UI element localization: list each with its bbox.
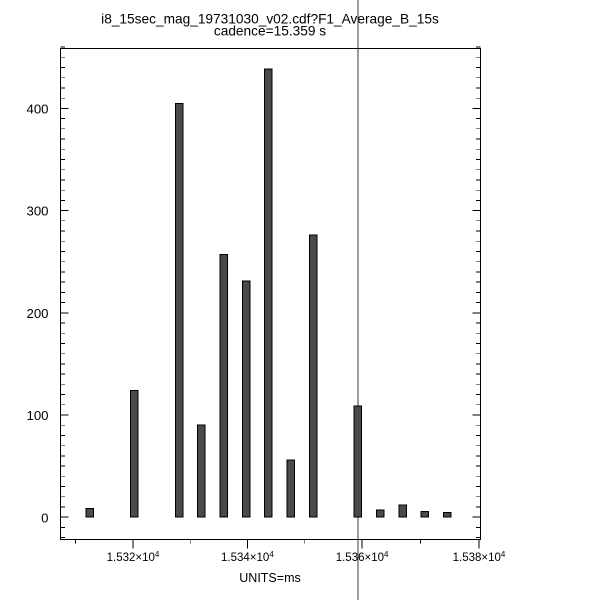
svg-text:1.534×104: 1.534×104 xyxy=(221,550,274,565)
svg-text:200: 200 xyxy=(26,306,48,321)
svg-text:1.538×104: 1.538×104 xyxy=(453,550,506,565)
svg-text:300: 300 xyxy=(26,204,48,219)
svg-text:1.536×104: 1.536×104 xyxy=(336,550,389,565)
svg-text:100: 100 xyxy=(26,408,48,423)
svg-text:1.532×104: 1.532×104 xyxy=(107,550,160,565)
svg-text:UNITS=ms: UNITS=ms xyxy=(239,571,300,585)
svg-text:400: 400 xyxy=(26,102,48,117)
svg-text:cadence=15.359 s: cadence=15.359 s xyxy=(214,24,326,39)
svg-text:0: 0 xyxy=(41,510,48,525)
